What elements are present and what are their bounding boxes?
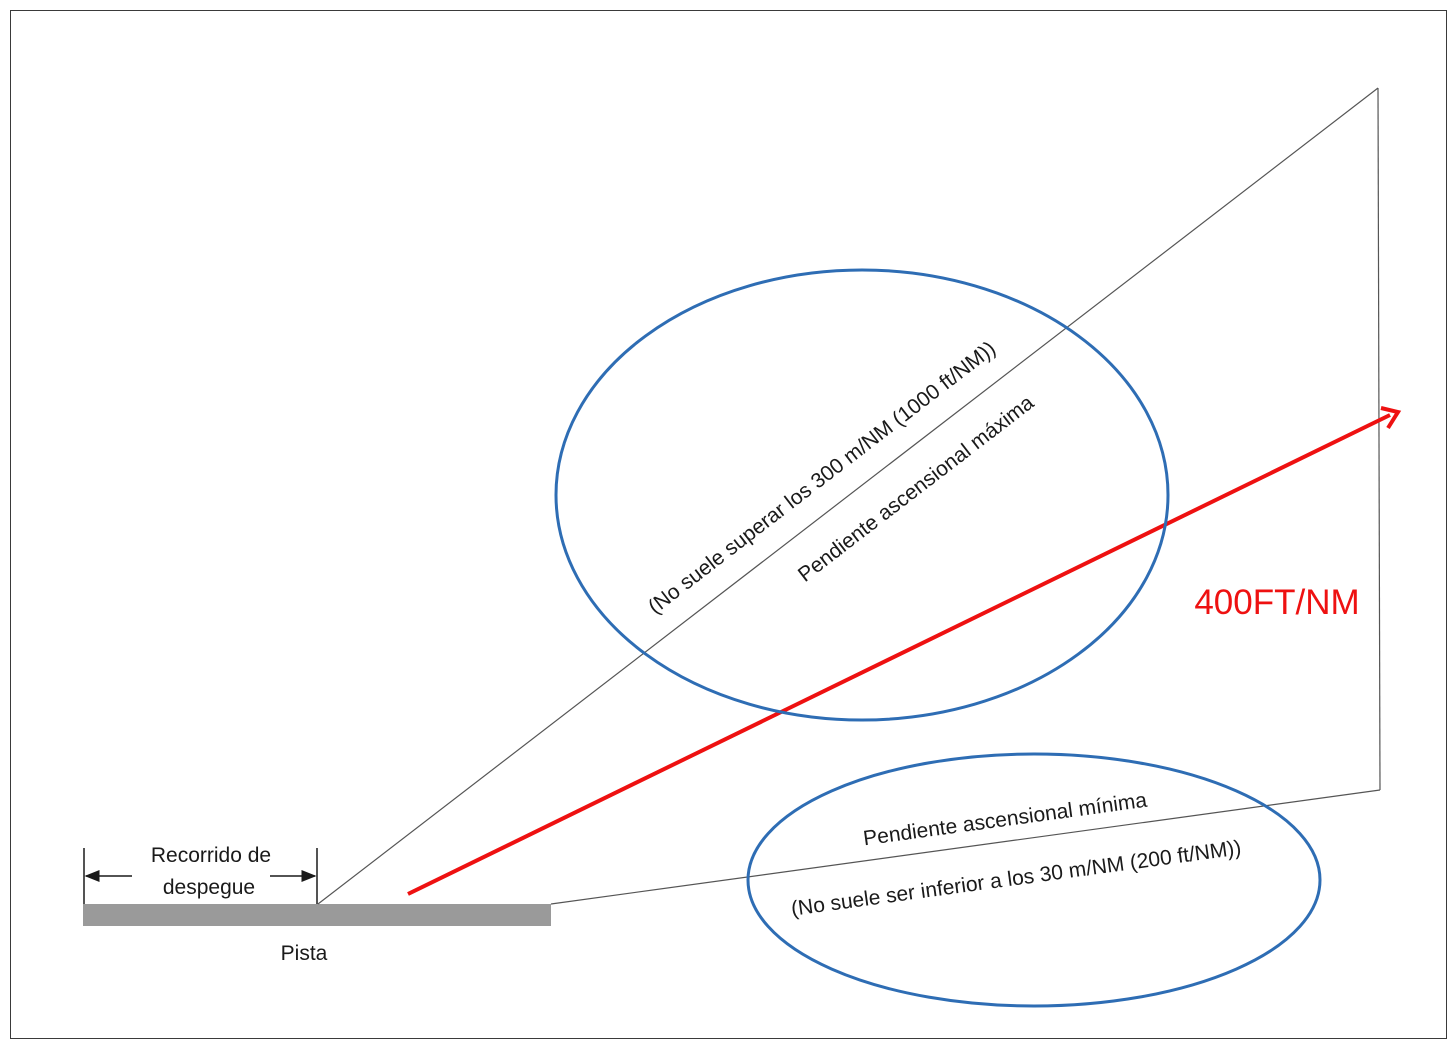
takeoff-run-label-line2: despegue: [163, 876, 255, 899]
max-gradient-ellipse: [554, 268, 1170, 722]
min-gradient-note: (No suele ser inferior a los 30 m/NM (20…: [790, 836, 1243, 920]
min-gradient-ellipse: [746, 752, 1322, 1008]
max-gradient-title: Pendiente ascensional máxima: [794, 391, 1039, 587]
annotated-gradient-arrowhead: [1380, 406, 1402, 430]
takeoff-run-label-line1: Recorrido de: [151, 844, 271, 867]
max-gradient-line: [317, 87, 1379, 905]
runway-label: Pista: [281, 942, 328, 965]
diagram-frame: [10, 10, 1447, 1039]
vertical-reference-line: [1377, 87, 1381, 791]
min-gradient-line: [550, 789, 1381, 905]
runway-bar: [83, 904, 551, 926]
annotated-gradient-arrow: [407, 413, 1391, 896]
annotated-gradient-label: 400FT/NM: [1194, 583, 1359, 622]
